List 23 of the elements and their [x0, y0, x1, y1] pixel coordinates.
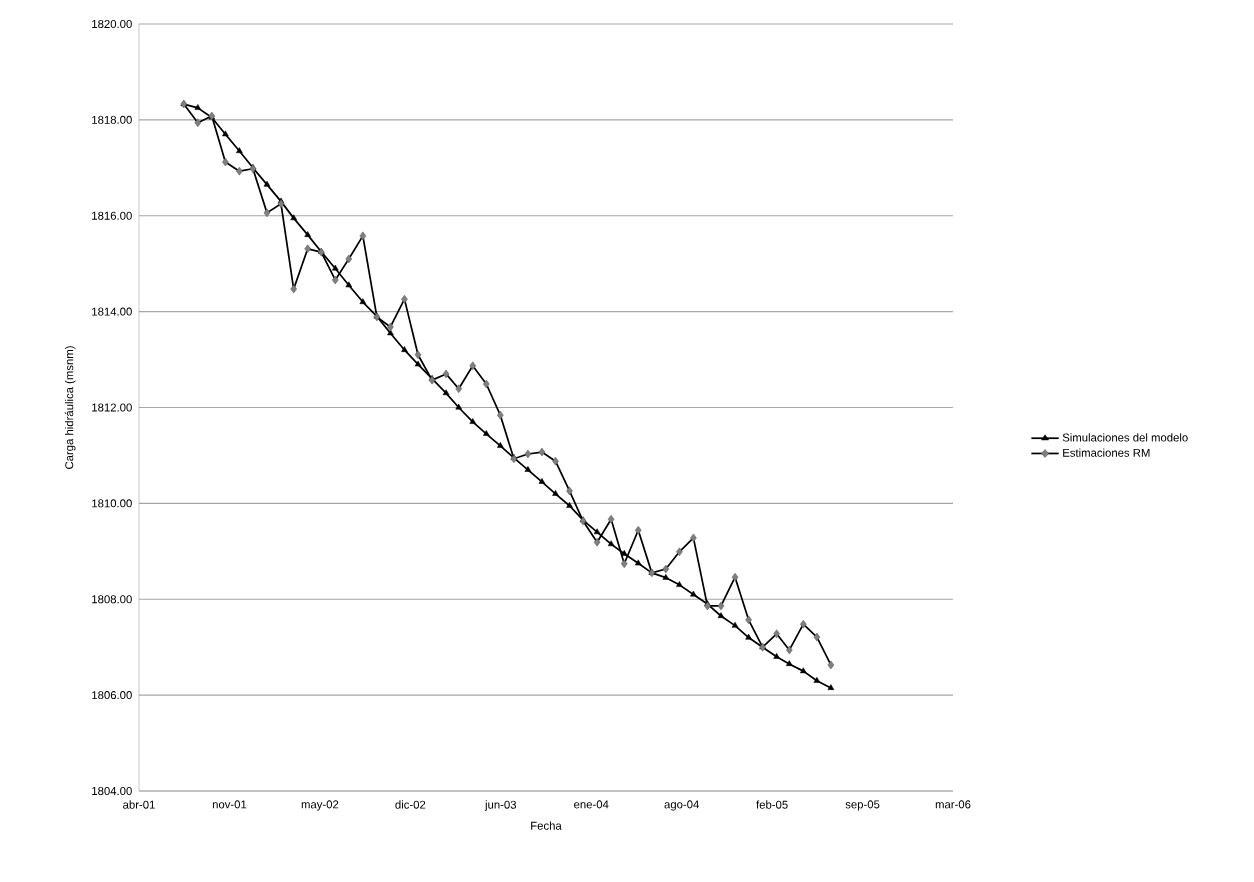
- x-tick-label: mar-06: [935, 800, 971, 809]
- legend-label: Estimaciones RM: [1063, 448, 1150, 457]
- y-tick-label: 1808.00: [92, 595, 132, 604]
- x-tick-label: jun-03: [484, 800, 517, 811]
- y-tick-label: 1816.00: [92, 211, 132, 220]
- y-tick-label: 1804.00: [92, 786, 132, 795]
- y-axis-title: Carga hidráulica (msnm): [64, 346, 76, 469]
- x-tick-label: dic-02: [395, 800, 426, 809]
- x-tick-label: feb-05: [756, 800, 788, 809]
- legend-label: Simulaciones del modelo: [1062, 433, 1188, 442]
- x-axis-title: Fecha: [531, 821, 562, 830]
- y-tick-label: 1814.00: [92, 307, 132, 316]
- x-tick-label: ene-04: [574, 800, 609, 809]
- x-tick-label: sep-05: [845, 800, 880, 811]
- y-tick-label: 1818.00: [92, 115, 132, 124]
- y-tick-label: 1806.00: [92, 691, 132, 700]
- x-tick-label: nov-01: [212, 800, 247, 809]
- y-tick-label: 1810.00: [92, 499, 132, 508]
- x-tick-label: abr-01: [123, 800, 155, 809]
- y-tick-label: 1812.00: [92, 403, 132, 412]
- x-tick-label: ago-04: [664, 800, 699, 811]
- y-tick-label: 1820.00: [92, 19, 132, 28]
- x-tick-label: may-02: [301, 800, 339, 811]
